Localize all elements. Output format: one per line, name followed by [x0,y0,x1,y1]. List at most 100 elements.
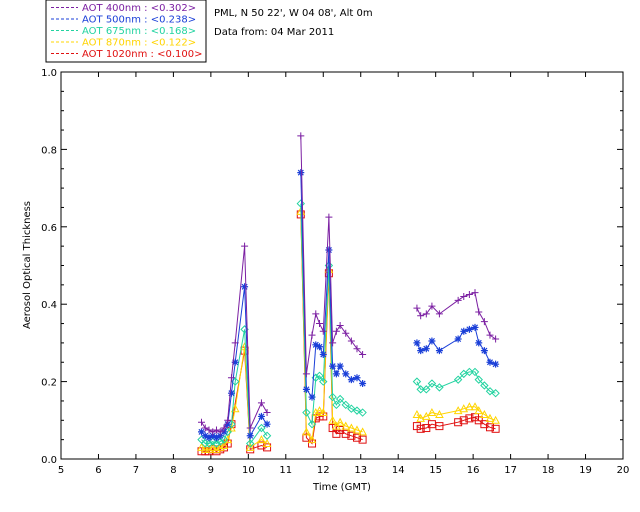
data-point [257,441,266,450]
data-point [328,415,337,424]
data-point [416,413,426,422]
data-point [263,409,271,417]
data-point [413,339,421,347]
data-point [212,444,221,453]
data-point [198,418,205,426]
data-point [341,400,350,410]
data-point [471,323,479,331]
data-point [241,283,249,291]
data-point [204,439,214,448]
data-point [459,416,468,425]
data-point [341,429,350,438]
data-point [219,435,229,444]
data-point [428,337,436,345]
data-point [485,423,494,432]
data-point [227,389,235,397]
data-point [471,289,479,297]
data-point [336,362,344,370]
data-point [412,377,422,386]
x-tick-label: 14 [392,465,405,476]
data-point [209,432,217,440]
data-point [352,425,362,434]
data-point [417,347,425,355]
data-point [316,320,324,328]
data-point [307,419,317,429]
data-point [474,406,484,415]
legend-entry: AOT 1020nm : <0.100> [82,49,202,60]
data-point [347,376,355,384]
x-tick-label: 5 [58,465,64,476]
data-point [220,424,228,432]
data-point [485,413,495,422]
data-point [257,435,266,444]
data-point [342,329,350,337]
data-point [318,408,328,417]
data-point [315,371,324,381]
data-point [332,370,340,378]
data-point [209,428,217,436]
data-point [480,318,488,326]
y-tick-label: 0.0 [41,455,57,466]
data-point [201,439,210,448]
legend-entry: AOT 500nm : <0.238> [82,15,196,26]
data-point [257,399,265,407]
data-point [422,310,430,318]
data-point [302,433,311,442]
data-point [308,331,316,339]
data-point [240,342,249,351]
data-point [325,246,333,254]
x-tick-label: 10 [242,465,255,476]
x-tick-label: 9 [208,465,214,476]
data-point [480,409,489,418]
x-tick-label: 19 [579,465,592,476]
data-point [422,385,431,394]
data-point [315,406,324,415]
x-tick-label: 20 [617,465,630,476]
data-point [454,418,463,427]
data-point [475,308,483,316]
data-point [219,440,229,449]
data-point [470,402,480,411]
data-point [460,292,468,300]
data-point [491,389,500,398]
data-point [204,444,214,453]
data-point [347,337,355,345]
data-point [358,435,367,444]
data-point [307,435,317,444]
site-label: PML, N 50 22', W 04 08', Alt 0m [214,8,373,19]
data-point [435,383,444,392]
x-axis-label: Time (GMT) [312,482,371,493]
data-point [205,426,213,434]
data-point [230,404,240,413]
data-point [347,431,356,440]
series-line [201,211,496,450]
data-point [227,374,235,382]
data-point [257,412,265,420]
x-tick-label: 17 [504,465,517,476]
data-point [352,406,362,415]
x-tick-label: 8 [170,465,176,476]
data-point [465,402,474,411]
data-point [329,339,337,347]
data-point [492,335,500,343]
data-point [417,312,425,320]
data-point [491,415,500,424]
legend-entry: AOT 675nm : <0.168> [82,26,196,37]
data-point [212,426,220,434]
data-point [459,404,469,413]
data-point [465,367,474,377]
data-point [428,302,436,310]
data-point [216,432,224,440]
data-point [223,435,233,444]
data-point [212,439,221,448]
data-point [435,310,443,318]
data-point [297,132,305,140]
data-point [332,327,340,335]
data-point [486,358,494,366]
data-point [347,423,356,432]
data-point [485,387,495,396]
data-point [319,327,327,335]
data-point [212,434,220,442]
data-point [205,434,213,442]
series-group [197,206,500,453]
